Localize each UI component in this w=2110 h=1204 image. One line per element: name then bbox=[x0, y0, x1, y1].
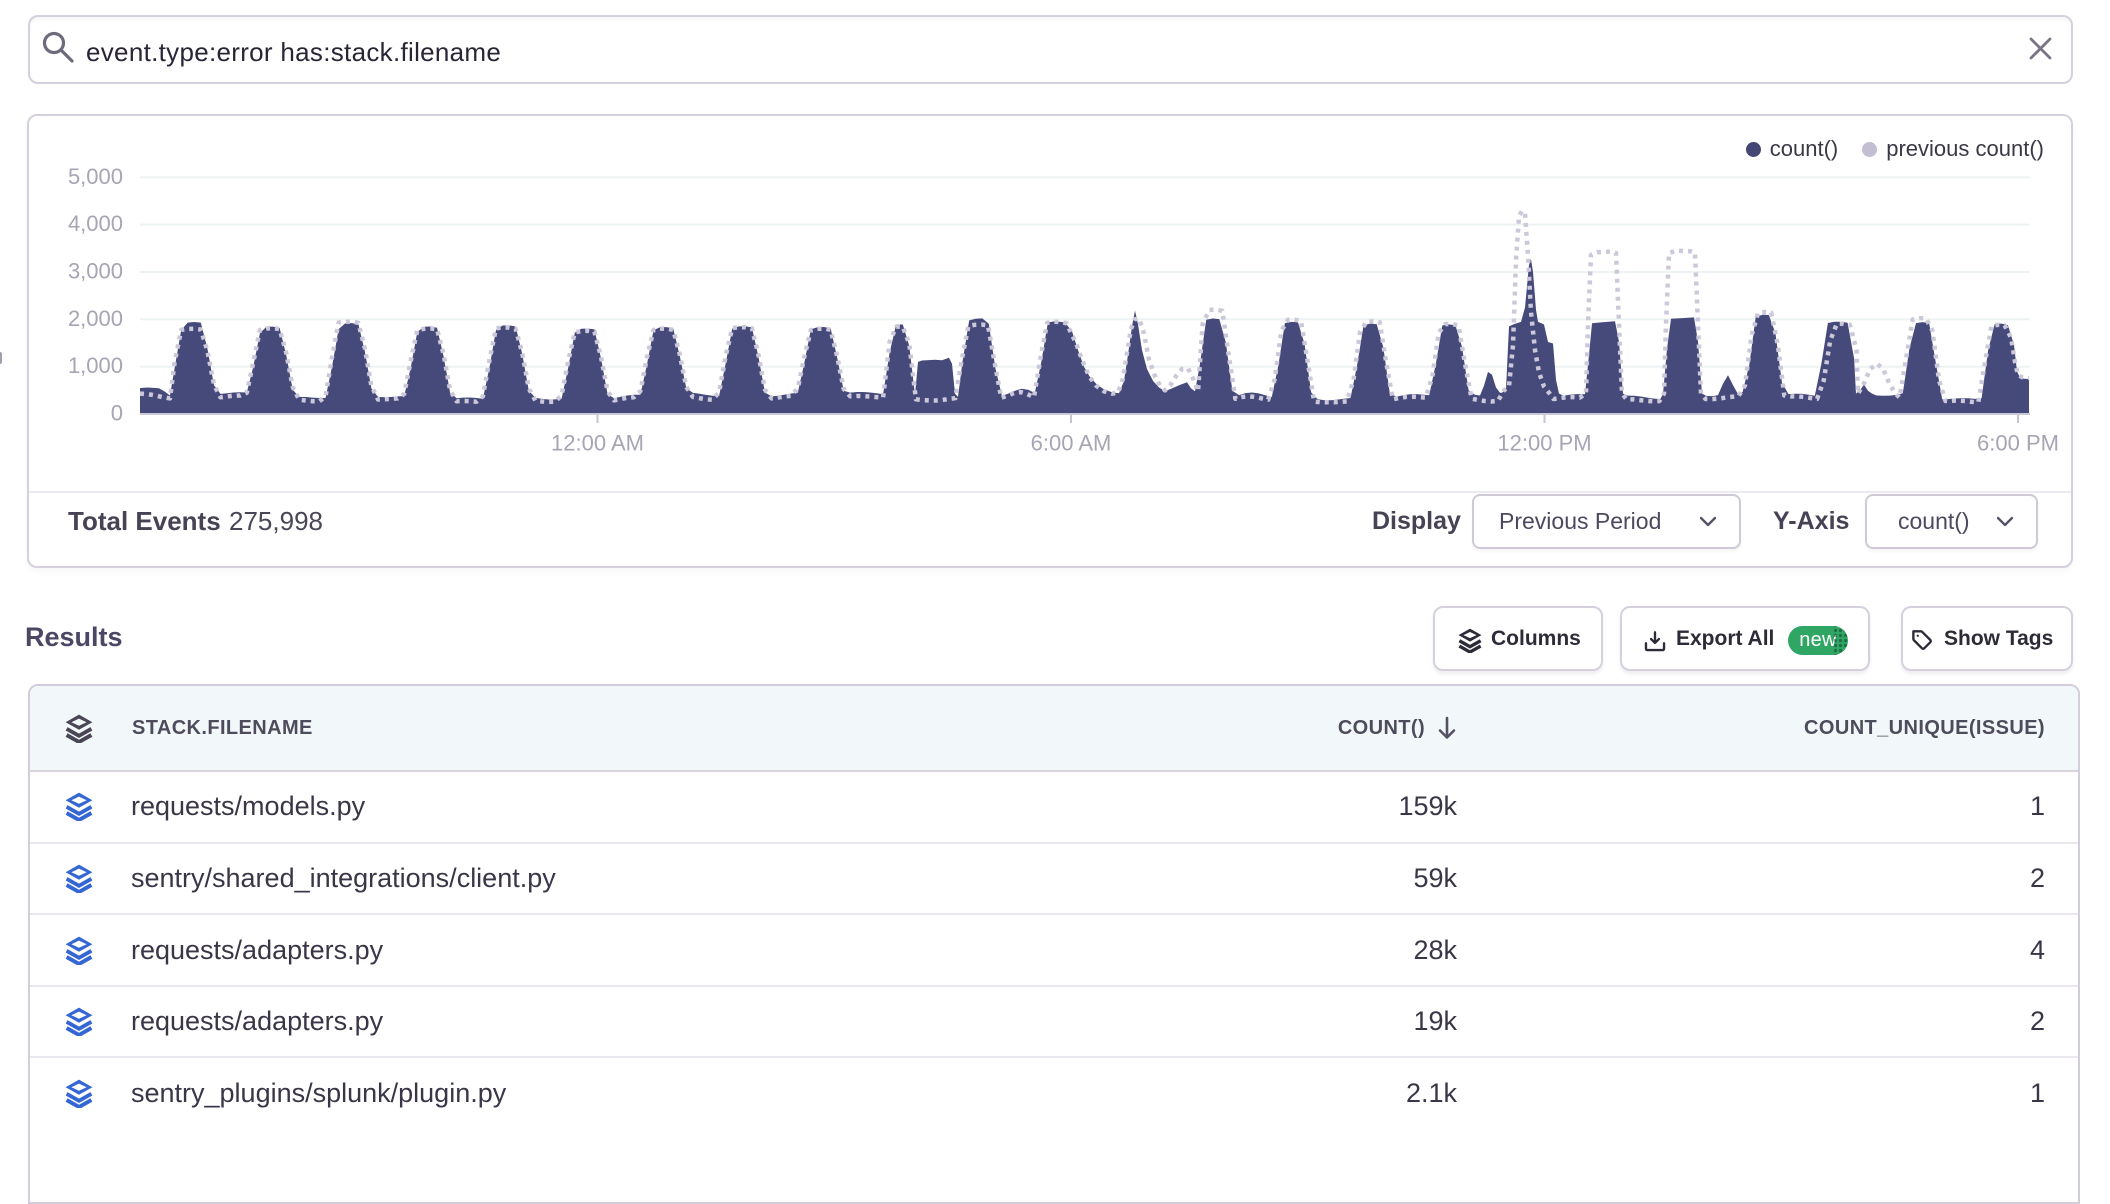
svg-text:1,000: 1,000 bbox=[68, 353, 123, 378]
svg-text:12:00 AM: 12:00 AM bbox=[551, 431, 644, 456]
svg-text:6:00 PM: 6:00 PM bbox=[1977, 431, 2059, 456]
svg-text:0: 0 bbox=[111, 401, 123, 426]
svg-text:5,000: 5,000 bbox=[68, 164, 123, 189]
svg-text:12:00 PM: 12:00 PM bbox=[1497, 431, 1591, 456]
svg-text:4,000: 4,000 bbox=[68, 211, 123, 236]
svg-text:3,000: 3,000 bbox=[68, 259, 123, 284]
svg-text:6:00 AM: 6:00 AM bbox=[1031, 431, 1112, 456]
svg-text:2,000: 2,000 bbox=[68, 306, 123, 331]
